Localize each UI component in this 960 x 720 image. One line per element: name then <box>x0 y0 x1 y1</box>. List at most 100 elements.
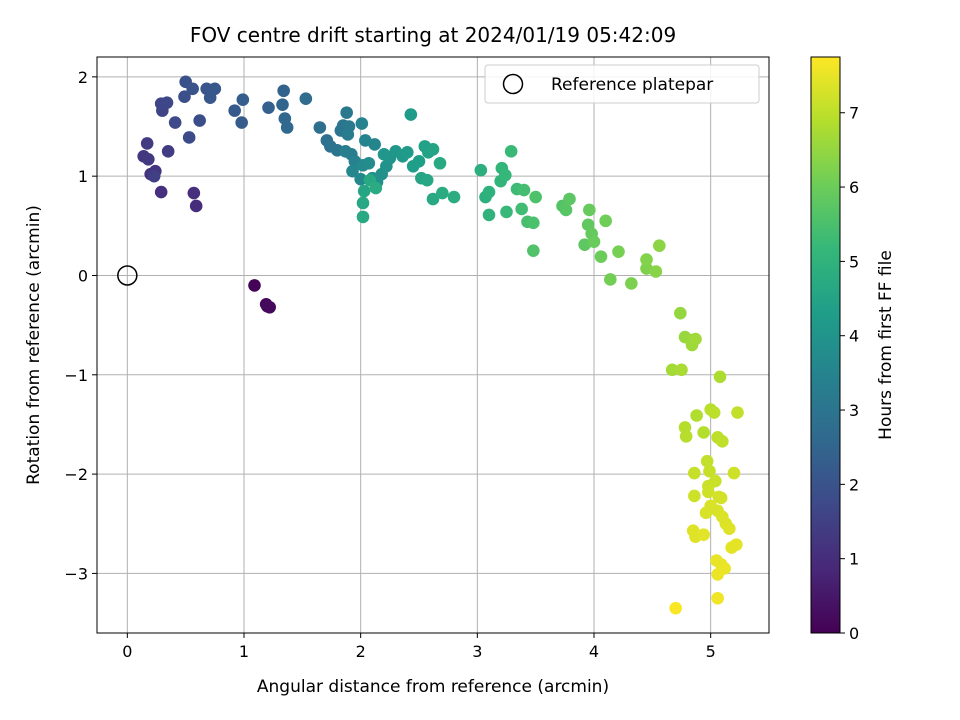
data-point <box>594 250 608 263</box>
plot-frame <box>96 56 770 634</box>
x-tick-label: 1 <box>239 642 249 661</box>
data-point <box>341 128 355 141</box>
y-axis-label: Rotation from reference (arcmin) <box>24 205 44 485</box>
data-point <box>474 163 488 177</box>
legend: Reference platepar <box>484 64 760 104</box>
data-point <box>499 168 512 182</box>
data-point <box>731 406 744 419</box>
data-point <box>500 205 513 219</box>
data-point <box>178 90 191 104</box>
data-point <box>420 173 434 187</box>
data-point <box>340 106 353 119</box>
x-tick-label: 5 <box>706 642 716 661</box>
data-point <box>140 137 154 150</box>
y-tick-label: −1 <box>64 366 88 385</box>
data-point <box>248 279 261 292</box>
data-point <box>339 145 352 158</box>
data-point <box>716 435 729 448</box>
data-point <box>235 116 248 129</box>
data-point <box>599 214 612 228</box>
data-point <box>426 192 440 206</box>
x-axis-label: Angular distance from reference (arcmin) <box>257 677 609 697</box>
data-point <box>612 245 625 258</box>
data-point <box>665 363 679 377</box>
data-point <box>277 84 290 98</box>
data-point <box>653 239 666 252</box>
data-point <box>368 138 381 151</box>
data-point <box>142 152 155 166</box>
data-point <box>688 466 701 480</box>
y-axis-ticks: −3 −2 −1 0 1 2 <box>64 68 97 583</box>
data-point <box>604 273 617 286</box>
data-point <box>168 116 182 129</box>
data-point <box>699 506 713 520</box>
data-point <box>161 145 175 158</box>
y-tick-label: −2 <box>64 465 88 484</box>
data-point <box>356 196 370 210</box>
data-point <box>186 82 199 96</box>
legend-reference-marker-icon <box>502 73 524 95</box>
data-point <box>228 104 241 117</box>
colorbar-tick-label: 1 <box>849 550 859 569</box>
data-point <box>529 190 542 204</box>
data-point <box>236 93 250 107</box>
data-point <box>711 591 724 605</box>
data-point <box>689 332 702 346</box>
data-point <box>401 146 414 159</box>
data-point <box>313 121 327 134</box>
data-point <box>583 203 596 217</box>
y-tick-label: 2 <box>78 68 88 87</box>
x-tick-label: 0 <box>122 642 132 661</box>
colorbar-tick-label: 7 <box>849 104 859 123</box>
data-point <box>563 192 576 206</box>
data-point <box>675 363 688 377</box>
chart-title: FOV centre drift starting at 2024/01/19 … <box>190 23 676 47</box>
colorbar: 0 1 2 3 4 5 6 7 Hours from first FF file <box>810 56 896 643</box>
data-point <box>356 210 370 224</box>
legend-entry-label: Reference platepar <box>551 75 713 95</box>
data-point <box>559 203 573 217</box>
data-point <box>703 464 716 478</box>
data-point <box>447 190 461 204</box>
data-point <box>730 538 743 551</box>
data-point <box>189 199 203 213</box>
colorbar-tick-label: 0 <box>849 624 859 643</box>
data-point <box>346 164 359 178</box>
data-point <box>433 156 447 170</box>
data-point <box>697 426 710 439</box>
colorbar-label: Hours from first FF file <box>876 250 896 440</box>
colorbar-ticks: 0 1 2 3 4 5 6 7 <box>840 104 859 643</box>
data-point <box>404 108 418 121</box>
data-point <box>700 454 714 468</box>
x-tick-label: 2 <box>356 642 366 661</box>
data-point <box>412 154 426 168</box>
data-point <box>482 208 496 222</box>
data-point <box>587 235 601 249</box>
data-point <box>713 370 727 384</box>
data-point <box>515 202 528 216</box>
data-point <box>527 216 540 230</box>
data-points <box>137 75 744 615</box>
reference-marker-layer <box>117 265 138 286</box>
colorbar-tick-label: 6 <box>849 178 859 197</box>
data-point <box>193 114 206 127</box>
data-point <box>357 184 371 198</box>
x-tick-label: 4 <box>589 642 599 661</box>
colorbar-tick-label: 5 <box>849 252 859 271</box>
data-point <box>276 98 289 111</box>
reference-platepar-marker <box>117 265 138 286</box>
data-point <box>640 253 653 266</box>
colorbar-tick-label: 2 <box>849 475 859 494</box>
data-point <box>517 183 531 197</box>
data-point <box>369 181 383 195</box>
data-point <box>147 169 161 183</box>
x-tick-label: 3 <box>472 642 482 661</box>
data-point <box>436 186 449 200</box>
data-point <box>714 491 728 505</box>
y-tick-label: 1 <box>78 167 88 186</box>
data-point <box>362 156 376 170</box>
colorbar-tick-label: 3 <box>849 401 859 420</box>
data-point <box>280 121 294 134</box>
data-point <box>504 145 518 158</box>
